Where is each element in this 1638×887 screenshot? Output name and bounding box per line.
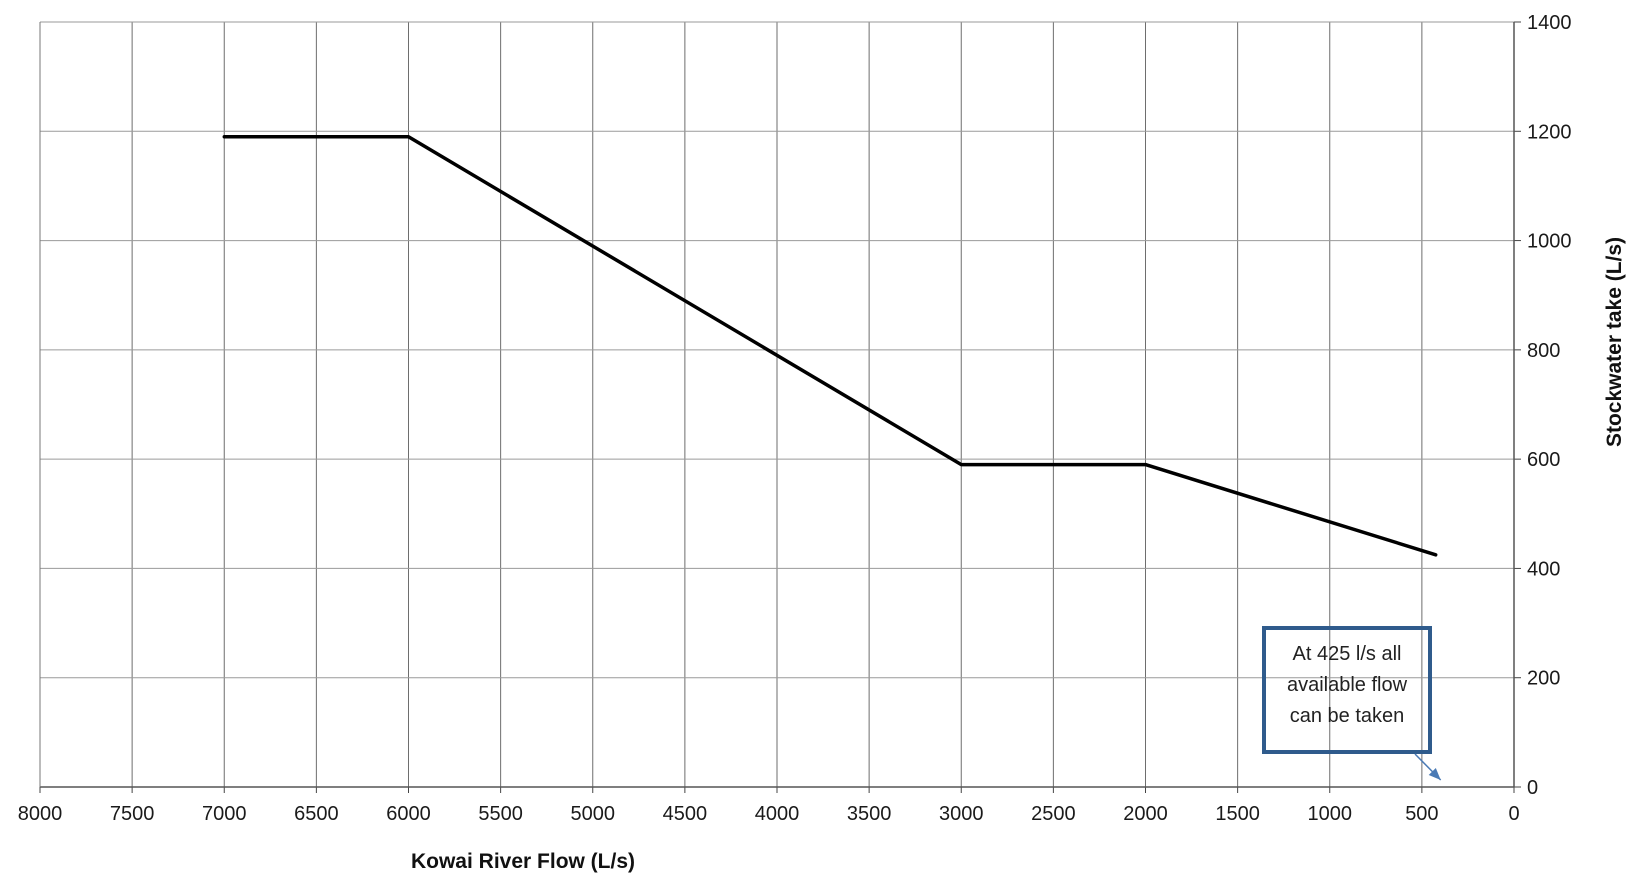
y-tick-label: 400: [1527, 558, 1560, 580]
x-tick-label: 4000: [755, 803, 800, 825]
x-tick-label: 7000: [202, 803, 247, 825]
annotation-text-line: available flow: [1287, 674, 1408, 696]
y-tick-label: 0: [1527, 777, 1538, 799]
series: [224, 137, 1436, 555]
x-tick-label: 5000: [571, 803, 616, 825]
annotation-text-line: At 425 l/s all: [1293, 643, 1402, 665]
x-tick-label: 6000: [386, 803, 431, 825]
x-tick-label: 2000: [1123, 803, 1168, 825]
y-tick-labels: 0 200 400 600 800 1000 1200 1400: [1527, 12, 1572, 799]
y-tick-label: 1400: [1527, 12, 1572, 34]
x-tick-label: 3500: [847, 803, 892, 825]
x-tick-label: 4500: [663, 803, 708, 825]
x-tick-label: 3000: [939, 803, 984, 825]
y-axis-title: Stockwater take (L/s): [1603, 237, 1626, 447]
x-tick-label: 1500: [1215, 803, 1260, 825]
x-tick-label: 500: [1405, 803, 1438, 825]
x-tick-label: 8000: [18, 803, 63, 825]
annotations: At 425 l/s all available flow can be taken: [1264, 628, 1441, 780]
y-tick-label: 600: [1527, 449, 1560, 471]
x-tick-label: 0: [1508, 803, 1519, 825]
y-tick-label: 1000: [1527, 231, 1572, 253]
annotation-text-line: can be taken: [1290, 705, 1405, 727]
x-axis-title: Kowai River Flow (L/s): [411, 850, 635, 873]
x-tick-label: 1000: [1308, 803, 1353, 825]
y-tick-label: 800: [1527, 340, 1560, 362]
x-tick-label: 7500: [110, 803, 155, 825]
y-tick-label: 200: [1527, 668, 1560, 690]
x-tick-label: 6500: [294, 803, 339, 825]
x-tick-label: 2500: [1031, 803, 1076, 825]
y-tick-label: 1200: [1527, 121, 1572, 143]
x-tick-label: 5500: [478, 803, 523, 825]
series-line: [224, 137, 1435, 555]
